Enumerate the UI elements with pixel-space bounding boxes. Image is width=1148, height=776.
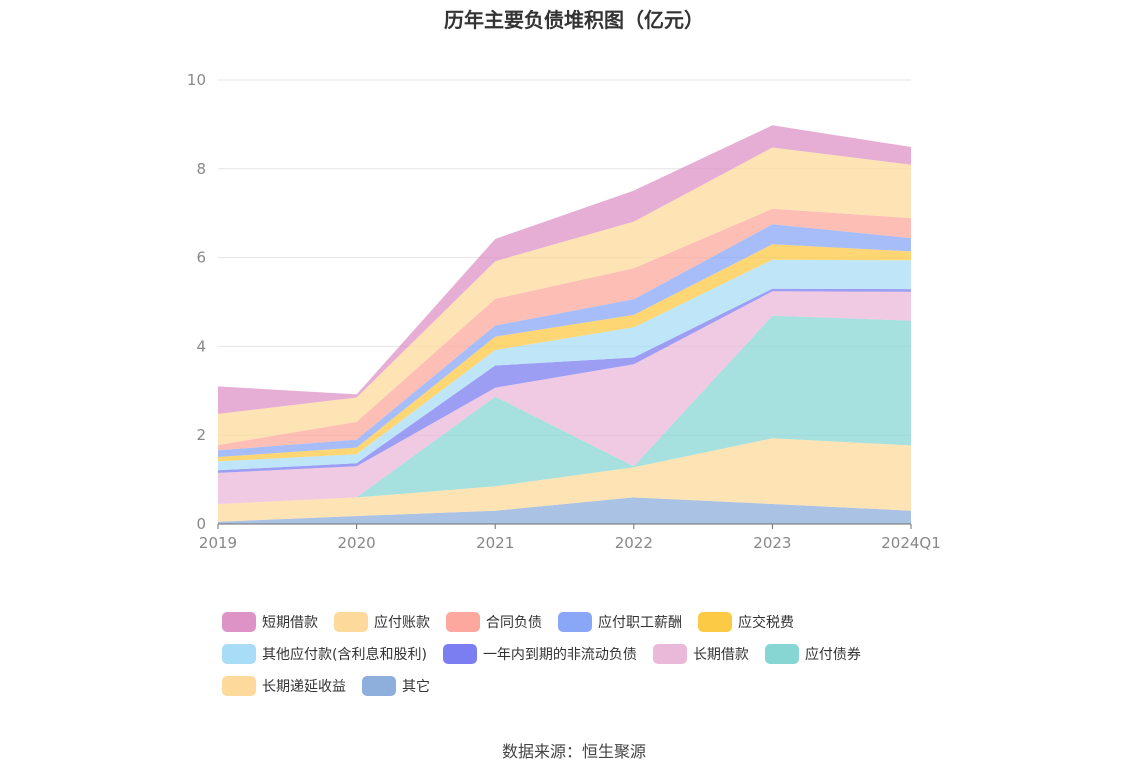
x-tick-label: 2024Q1 (881, 534, 941, 552)
legend-item[interactable]: 其他应付款(含利息和股利) (222, 644, 427, 664)
y-tick-label: 0 (196, 515, 206, 533)
legend-label: 其它 (402, 679, 430, 695)
x-tick-label: 2022 (615, 534, 653, 552)
legend-item[interactable]: 一年内到期的非流动负债 (442, 644, 637, 664)
legend-label: 应付债券 (804, 647, 861, 663)
legend-swatch (334, 612, 368, 632)
y-tick-label: 8 (196, 160, 206, 178)
legend-item[interactable]: 合同负债 (446, 612, 542, 632)
area-series-10 (218, 125, 911, 414)
legend-item[interactable]: 其它 (362, 676, 430, 696)
legend-swatch (222, 676, 256, 696)
area-series-3 (218, 291, 911, 504)
area-series-9 (218, 147, 911, 445)
legend-row: 其他应付款(含利息和股利) 一年内到期的非流动负债 长期借款 应付债券 (222, 638, 982, 670)
area-series-7 (218, 224, 911, 457)
area-series-0 (218, 497, 911, 524)
legend-item[interactable]: 应交税费 (698, 612, 794, 632)
legend-swatch (652, 644, 687, 664)
legend-item[interactable]: 长期借款 (652, 644, 749, 664)
legend-swatch (442, 644, 477, 664)
legend-label: 应付职工薪酬 (598, 615, 682, 631)
legend-item[interactable]: 短期借款 (222, 612, 318, 632)
legend-row: 短期借款 应付账款 合同负债 应付职工薪酬 应交税费 (222, 606, 982, 638)
y-tick-label: 4 (196, 337, 206, 355)
x-tick-label: 2019 (199, 534, 237, 552)
legend: 短期借款 应付账款 合同负债 应付职工薪酬 应交税费其他应付款(含利息和股利) 一年内到期… (222, 606, 982, 702)
legend-swatch (558, 612, 592, 632)
legend-item[interactable]: 应付职工薪酬 (558, 612, 682, 632)
y-tick-label: 6 (196, 249, 206, 267)
legend-label: 应交税费 (738, 615, 794, 631)
legend-row: 长期递延收益 其它 (222, 670, 982, 702)
chart-title: 历年主要负债堆积图（亿元） (444, 8, 704, 32)
legend-label: 长期递延收益 (262, 679, 346, 695)
legend-swatch (362, 676, 396, 696)
legend-label: 一年内到期的非流动负债 (482, 647, 637, 663)
legend-label: 应付账款 (374, 615, 430, 631)
legend-item[interactable]: 长期递延收益 (222, 676, 346, 696)
legend-swatch (222, 644, 256, 664)
area-series-1 (218, 438, 911, 522)
legend-label: 其他应付款(含利息和股利) (262, 647, 427, 663)
legend-swatch (446, 612, 480, 632)
axes: 0 2 4 6 8 10 2019 2020 2021 2022 2023 2024Q1 (187, 71, 941, 552)
legend-item[interactable]: 应付账款 (334, 612, 430, 632)
legend-label: 长期借款 (692, 647, 749, 663)
x-tick-label: 2021 (476, 534, 514, 552)
y-tick-label: 10 (187, 71, 206, 89)
legend-label: 短期借款 (262, 615, 318, 631)
area-series-layer (218, 125, 911, 524)
legend-swatch (698, 612, 732, 632)
legend-swatch (222, 612, 256, 632)
x-tick-label: 2020 (338, 534, 376, 552)
data-source: 数据来源：恒生聚源 (501, 742, 646, 761)
legend-label: 合同负债 (486, 615, 542, 631)
legend-swatch (764, 644, 799, 664)
area-series-5 (218, 259, 911, 471)
area-series-2 (218, 315, 911, 504)
y-tick-label: 2 (196, 426, 206, 444)
stacked-area-chart: 0 2 4 6 8 10 2019 2020 2021 2022 2023 2024Q1 (187, 71, 941, 552)
legend-item[interactable]: 应付债券 (764, 644, 861, 664)
x-tick-label: 2023 (753, 534, 791, 552)
